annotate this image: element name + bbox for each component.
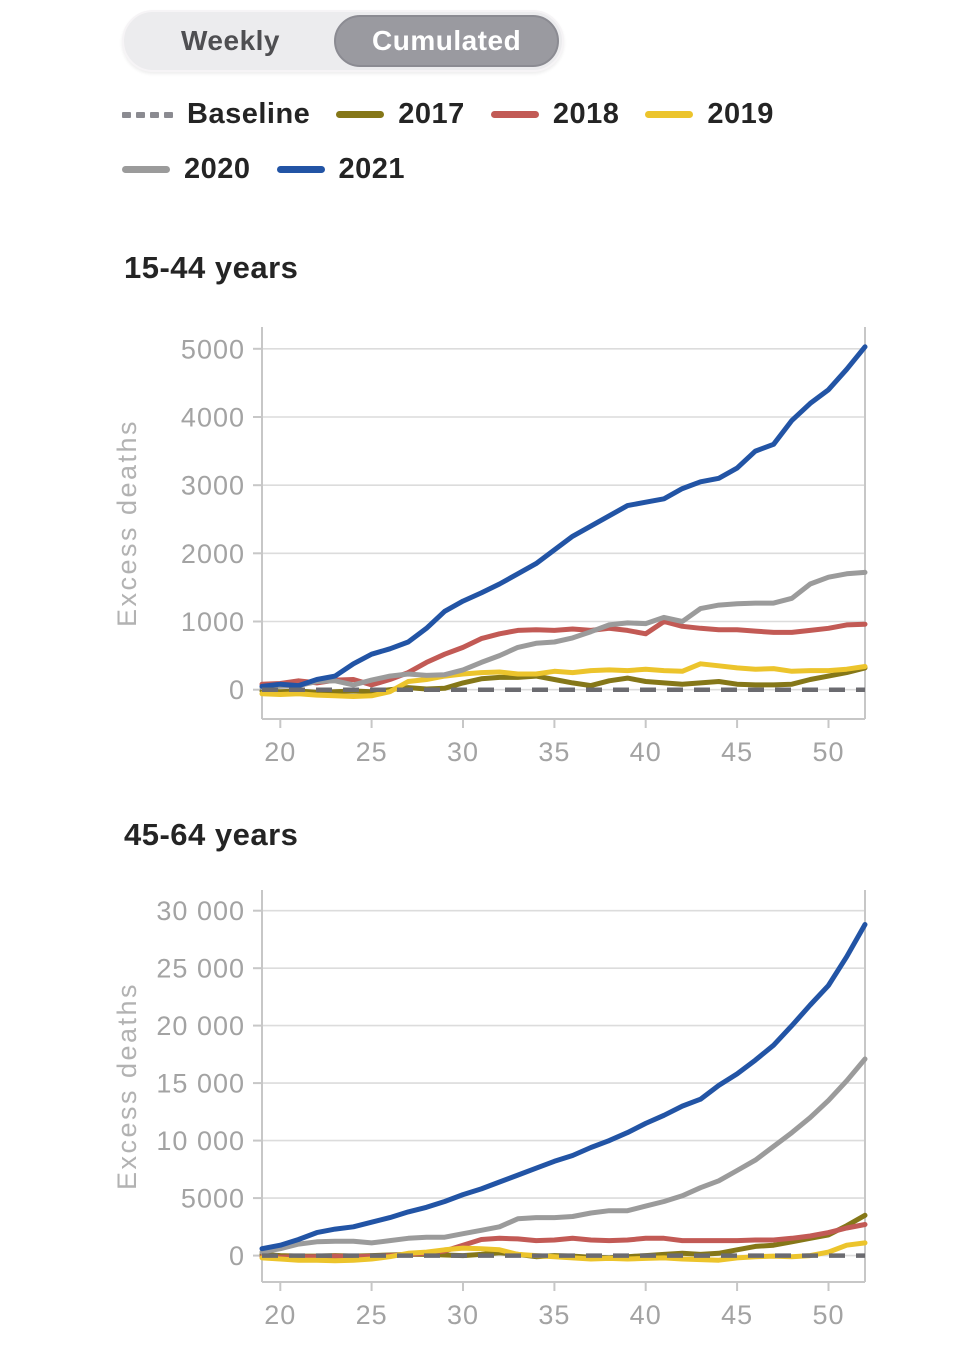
series-line-2021: [259, 344, 868, 689]
legend-item-2017[interactable]: 2017: [336, 98, 465, 131]
y-tick-label: 0: [229, 675, 245, 705]
x-tick-label: 50: [812, 1300, 844, 1330]
series-line-2018: [259, 1222, 868, 1260]
y-tick-label: 3000: [181, 471, 245, 501]
series-line-2017: [259, 665, 868, 695]
y-tick-label: 20 000: [156, 1011, 245, 1041]
chart-title-15-44: 15-44 years: [124, 250, 299, 285]
series-line-2018: [259, 619, 868, 688]
legend-label-2017: 2017: [398, 98, 465, 130]
excess-deaths-chart-45-64: 0 5000 10 000 15 000 20 000 25 000 30 000 20 25 3…: [112, 890, 868, 1330]
legend-label-2021: 2021: [338, 153, 406, 185]
y-tick-label: 30 000: [156, 896, 245, 926]
legend-item-baseline[interactable]: Baseline: [122, 98, 310, 131]
legend-label-2018: 2018: [552, 98, 620, 130]
x-tick-label: 40: [630, 737, 662, 767]
legend-label-2019: 2019: [707, 98, 774, 130]
legend-swatch-2018: [490, 111, 539, 118]
chart-title-45-64: 45-64 years: [124, 817, 299, 852]
x-tick-label: 25: [356, 737, 388, 767]
x-tick-label: 20: [264, 737, 296, 767]
y-axis-title: Excess deaths: [112, 419, 142, 627]
legend-swatch-2019: [645, 111, 694, 118]
y-tick-label: 15 000: [156, 1069, 245, 1099]
y-tick-label: 25 000: [156, 954, 245, 984]
y-tick-label: 5000: [181, 1184, 245, 1214]
y-tick-label: 10 000: [156, 1126, 245, 1156]
x-tick-label: 40: [630, 1300, 662, 1330]
legend-item-2018[interactable]: 2018: [490, 98, 620, 131]
x-tick-label: 35: [538, 1300, 570, 1330]
legend-item-2021[interactable]: 2021: [276, 153, 406, 186]
series-line-2021: [259, 922, 868, 1252]
chart-legend: Baseline 2017 2018 2019 2020 2021: [122, 98, 822, 186]
series-line-2020: [259, 1056, 868, 1255]
y-axis-title: Excess deaths: [112, 982, 142, 1190]
x-tick-label: 20: [264, 1300, 296, 1330]
legend-swatch-2020: [122, 166, 170, 173]
legend-swatch-2017: [336, 111, 385, 118]
toggle-option-weekly[interactable]: Weekly: [127, 15, 334, 67]
baseline-dashed-swatch: [122, 111, 173, 118]
series-line-2020: [259, 569, 868, 691]
y-tick-label: 5000: [181, 334, 245, 364]
y-tick-label: 1000: [181, 607, 245, 637]
excess-deaths-chart-15-44: 0 1000 2000 3000 4000 5000 20 25 30 35 40 45 50 Exces…: [112, 327, 868, 767]
x-tick-label: 30: [447, 1300, 479, 1330]
y-tick-label: 0: [229, 1241, 245, 1271]
legend-swatch-2021: [276, 166, 325, 173]
legend-item-2020[interactable]: 2020: [122, 153, 251, 186]
x-tick-label: 35: [538, 737, 570, 767]
x-tick-label: 50: [812, 737, 844, 767]
legend-label-baseline: Baseline: [187, 98, 311, 130]
y-tick-label: 2000: [181, 539, 245, 569]
x-tick-label: 25: [356, 1300, 388, 1330]
weekly-cumulated-toggle: Weekly Cumulated: [122, 10, 565, 72]
y-tick-label: 4000: [181, 403, 245, 433]
x-tick-label: 30: [447, 737, 479, 767]
series-line-2017: [259, 1212, 868, 1261]
legend-item-2019[interactable]: 2019: [645, 98, 774, 131]
series-line-2019: [259, 661, 868, 699]
legend-label-2020: 2020: [184, 153, 251, 185]
x-tick-label: 45: [721, 1300, 753, 1330]
toggle-option-cumulated[interactable]: Cumulated: [334, 15, 560, 67]
x-tick-label: 45: [721, 737, 753, 767]
